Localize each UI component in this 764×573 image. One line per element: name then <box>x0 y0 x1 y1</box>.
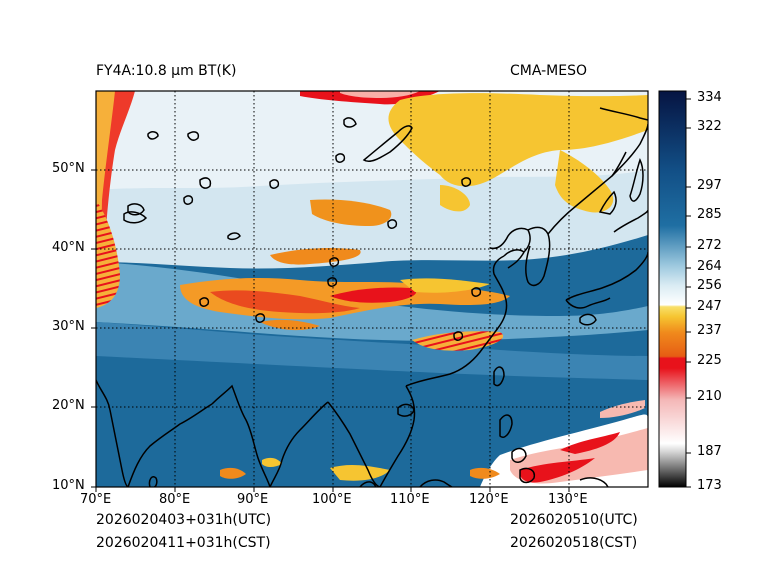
valid-time-utc: 2026020510(UTC) <box>510 512 638 528</box>
coastlines <box>96 107 648 487</box>
valid-time-cst: 2026020518(CST) <box>510 535 638 551</box>
colorbar-tick-label: 334 <box>697 90 722 105</box>
init-time-cst: 2026020411+031h(CST) <box>96 535 271 551</box>
init-time-utc: 2026020403+031h(UTC) <box>96 512 272 528</box>
colorbar-tick-label: 210 <box>697 389 722 404</box>
lat-tick-label: 40°N <box>52 240 85 255</box>
lon-tick-label: 80°E <box>159 492 191 507</box>
axis-ticks <box>91 169 570 492</box>
colorbar-ticks <box>686 98 691 488</box>
lat-tick-label: 30°N <box>52 319 85 334</box>
lon-tick-label: 120°E <box>469 492 509 507</box>
colorbar-tick-label: 285 <box>697 207 722 222</box>
colorbar-tick-label: 297 <box>697 178 722 193</box>
colorbar-tick-label: 225 <box>697 353 722 368</box>
lon-tick-label: 100°E <box>312 492 352 507</box>
colorbar-tick-label: 173 <box>697 478 722 493</box>
lon-tick-label: 90°E <box>237 492 269 507</box>
lon-tick-label: 110°E <box>390 492 430 507</box>
lat-tick-label: 10°N <box>52 478 85 493</box>
brightness-temperature-field <box>96 91 648 487</box>
model-name: CMA-MESO <box>510 63 588 79</box>
colorbar <box>658 90 687 488</box>
map-frame <box>95 90 649 488</box>
graticule <box>96 91 648 487</box>
colorbar-tick-label: 322 <box>697 119 722 134</box>
colorbar-tick-label: 272 <box>697 238 722 253</box>
colorbar-tick-label: 187 <box>697 444 722 459</box>
figure-title: FY4A:10.8 µm BT(K) <box>96 63 237 79</box>
colorbar-tick-label: 237 <box>697 323 722 338</box>
lon-tick-label: 130°E <box>548 492 588 507</box>
lat-tick-label: 20°N <box>52 398 85 413</box>
colorbar-tick-label: 256 <box>697 278 722 293</box>
colorbar-tick-label: 264 <box>697 259 722 274</box>
lat-tick-label: 50°N <box>52 161 85 176</box>
lon-tick-label: 70°E <box>80 492 112 507</box>
colorbar-tick-label: 247 <box>697 299 722 314</box>
